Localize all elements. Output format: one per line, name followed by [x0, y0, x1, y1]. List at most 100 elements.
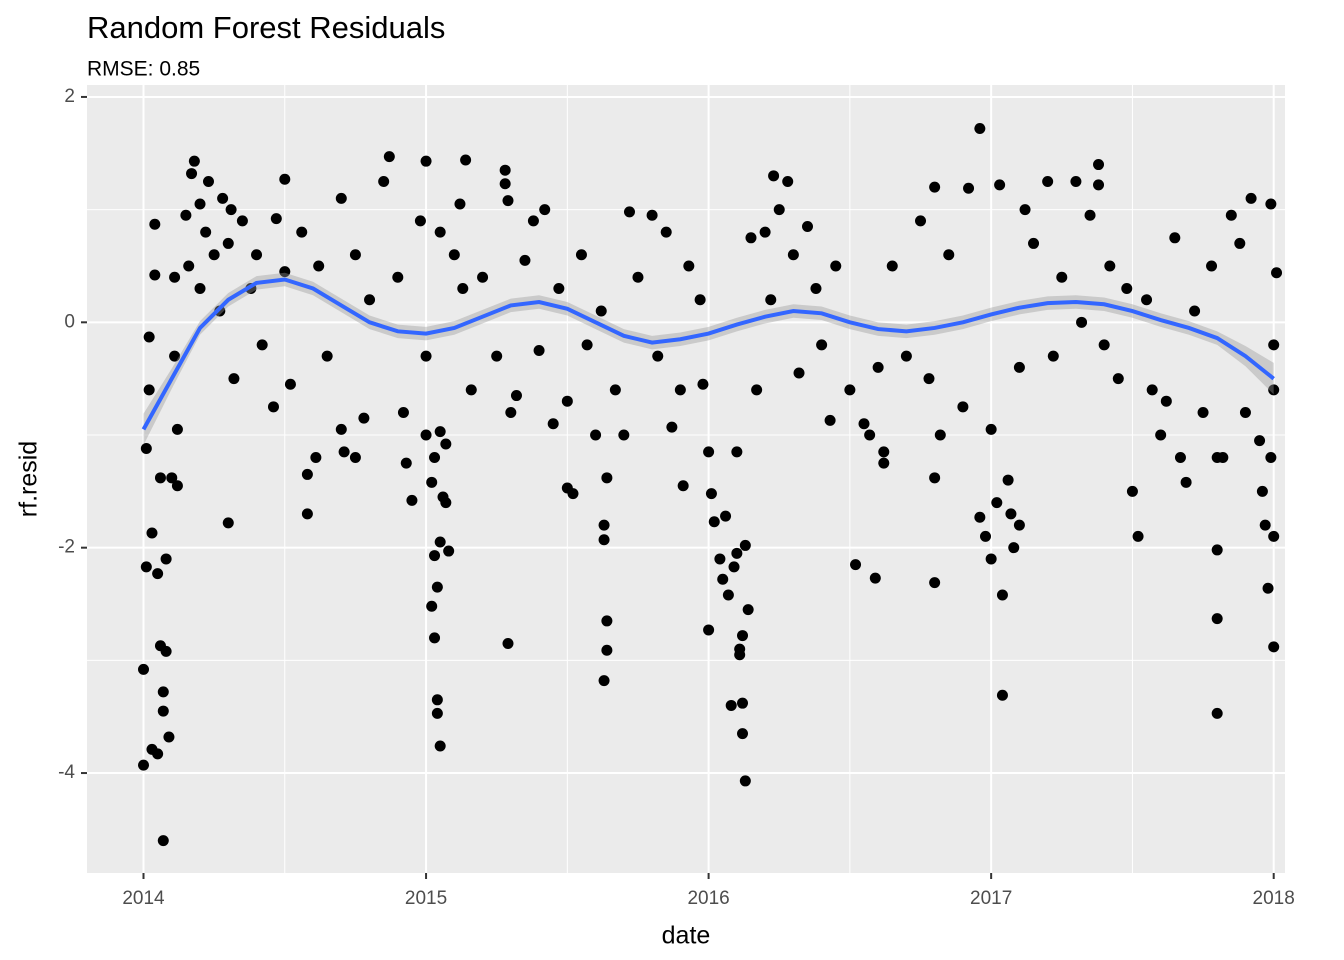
- data-point: [801, 221, 813, 233]
- data-point: [731, 547, 743, 559]
- data-point: [222, 237, 234, 249]
- data-point: [1197, 406, 1209, 418]
- data-point: [1104, 260, 1116, 272]
- data-point: [163, 731, 175, 743]
- data-point: [397, 406, 409, 418]
- data-point: [457, 283, 469, 295]
- data-point: [722, 589, 734, 601]
- data-point: [1047, 350, 1059, 362]
- data-point: [160, 553, 172, 565]
- data-point: [222, 517, 234, 529]
- data-point: [708, 516, 720, 528]
- data-point: [414, 215, 426, 227]
- data-point: [152, 568, 164, 580]
- data-point: [434, 226, 446, 238]
- data-point: [225, 204, 237, 216]
- data-point: [1254, 435, 1266, 447]
- data-point: [598, 534, 610, 546]
- data-point: [420, 155, 432, 167]
- data-point: [217, 192, 229, 204]
- data-point: [169, 350, 181, 362]
- data-point: [1013, 519, 1025, 531]
- data-point: [1262, 582, 1274, 594]
- data-point: [310, 452, 322, 464]
- data-point: [208, 249, 220, 261]
- data-point: [623, 206, 635, 218]
- data-point: [1268, 384, 1280, 396]
- data-point: [169, 271, 181, 283]
- data-point: [301, 468, 313, 480]
- data-point: [793, 367, 805, 379]
- data-point: [251, 249, 263, 261]
- data-point: [646, 209, 658, 221]
- data-point: [1146, 384, 1158, 396]
- x-tick-label: 2018: [1253, 888, 1295, 909]
- data-point: [929, 472, 941, 484]
- data-point: [714, 553, 726, 565]
- data-point: [157, 835, 169, 847]
- data-point: [349, 249, 361, 261]
- data-point: [731, 446, 743, 458]
- data-point: [434, 426, 446, 438]
- data-point: [183, 260, 195, 272]
- data-point: [154, 472, 166, 484]
- data-point: [1268, 641, 1280, 653]
- smooth-line: [141, 277, 1275, 431]
- data-point: [236, 215, 248, 227]
- data-point: [392, 271, 404, 283]
- data-point: [1160, 395, 1172, 407]
- data-point: [448, 249, 460, 261]
- data-point: [974, 511, 986, 523]
- data-point: [194, 198, 206, 210]
- data-point: [502, 637, 514, 649]
- data-point: [279, 173, 291, 185]
- data-point: [782, 175, 794, 187]
- data-point: [166, 472, 178, 484]
- data-point: [742, 604, 754, 616]
- data-point: [1211, 544, 1223, 556]
- plot-panel: [87, 85, 1285, 873]
- data-point: [1019, 204, 1031, 216]
- data-point: [1239, 406, 1251, 418]
- data-point: [431, 707, 443, 719]
- data-point: [431, 694, 443, 706]
- x-axis-title: date: [662, 922, 711, 950]
- data-point: [491, 350, 503, 362]
- data-point: [1132, 530, 1144, 542]
- data-point: [765, 294, 777, 306]
- data-point: [660, 226, 672, 238]
- data-point: [725, 699, 737, 711]
- x-tick-label: 2015: [405, 888, 447, 909]
- data-point: [683, 260, 695, 272]
- y-tick-label: -2: [58, 537, 75, 558]
- data-point: [420, 429, 432, 441]
- data-point: [140, 561, 152, 573]
- data-point: [1169, 232, 1181, 244]
- data-point: [143, 331, 155, 343]
- data-point: [157, 686, 169, 698]
- data-point: [929, 577, 941, 589]
- data-point: [138, 759, 150, 771]
- data-point: [720, 510, 732, 522]
- data-point: [194, 283, 206, 295]
- data-point: [963, 182, 975, 194]
- data-point: [157, 705, 169, 717]
- data-point: [429, 632, 441, 644]
- data-point: [146, 527, 158, 539]
- data-point: [1265, 452, 1277, 464]
- data-point: [400, 457, 412, 469]
- data-point: [703, 624, 715, 636]
- data-point: [1234, 237, 1246, 249]
- data-point: [1217, 452, 1229, 464]
- data-point: [773, 204, 785, 216]
- data-point: [171, 423, 183, 435]
- data-point: [666, 421, 678, 433]
- data-point: [171, 480, 183, 492]
- data-point: [149, 218, 161, 230]
- chart-subtitle: RMSE: 0.85: [87, 58, 200, 81]
- x-tick-label: 2016: [687, 888, 729, 909]
- data-point: [703, 446, 715, 458]
- data-point: [929, 181, 941, 193]
- data-point: [994, 179, 1006, 191]
- data-point: [1265, 198, 1277, 210]
